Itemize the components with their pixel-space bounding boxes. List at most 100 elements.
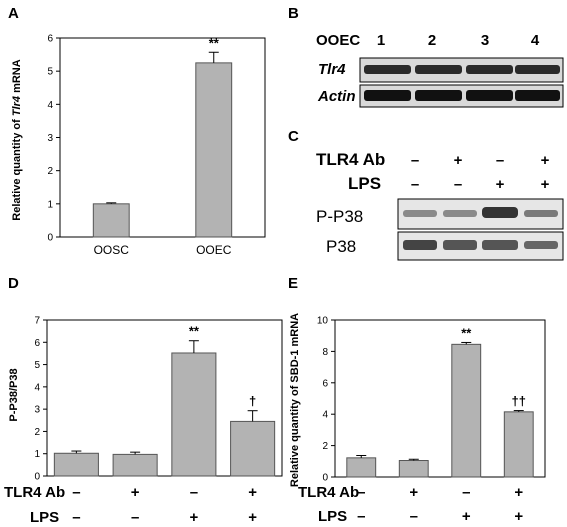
panel-e-signs: – + – + – – + + xyxy=(357,484,523,525)
blot-band xyxy=(364,65,411,74)
panel-c-sign: – xyxy=(411,176,419,193)
significance-label: † xyxy=(249,394,256,409)
significance-label: †† xyxy=(512,394,526,409)
panel-c-treatment-lps: LPS xyxy=(348,174,381,193)
panel-b-blot-tlr4 xyxy=(359,57,564,83)
treatment-sign: + xyxy=(514,508,523,525)
panel-c-blot-pp38 xyxy=(397,198,564,230)
panel-e-ylabel: Relative quantity of SBD-1 mRNA xyxy=(289,313,301,487)
treatment-sign: + xyxy=(248,484,257,501)
panel-b-lane-3: 3 xyxy=(481,32,489,49)
bar xyxy=(171,352,217,477)
panel-e-treatment-lps: LPS xyxy=(318,508,347,525)
panel-d-letter: D xyxy=(8,275,19,292)
panel-a-ylabel: Relative quantity of Tlr4 mRNA xyxy=(11,59,23,220)
blot-band xyxy=(364,90,411,101)
treatment-sign: + xyxy=(409,484,418,501)
bar xyxy=(398,460,429,478)
blot-band xyxy=(524,241,558,249)
y-tick-label: 2 xyxy=(47,166,53,177)
y-tick-label: 2 xyxy=(322,441,328,452)
plot-frame xyxy=(59,37,266,238)
panel-d-ylabel: P-P38/P38 xyxy=(8,368,20,421)
treatment-sign: – xyxy=(462,484,470,501)
treatment-sign: – xyxy=(72,484,80,501)
y-tick-label: 4 xyxy=(47,100,53,111)
blot-band xyxy=(466,90,513,101)
treatment-sign: + xyxy=(514,484,523,501)
y-tick-label: 4 xyxy=(322,410,328,421)
treatment-sign: – xyxy=(357,484,365,501)
panel-b-lane-1: 1 xyxy=(377,32,385,49)
y-tick-label: 10 xyxy=(317,316,329,327)
blot-band xyxy=(403,240,437,250)
blot-band xyxy=(443,240,477,250)
blot-band xyxy=(415,65,462,74)
y-tick-label: 5 xyxy=(34,360,40,371)
y-tick-label: 1 xyxy=(47,199,53,210)
x-category-label: OOSC xyxy=(94,243,130,257)
y-tick-label: 5 xyxy=(47,67,53,78)
bar xyxy=(53,452,99,477)
panel-e-treatment-tlr4: TLR4 Ab xyxy=(298,484,359,501)
treatment-sign: – xyxy=(357,508,365,525)
panel-a-letter: A xyxy=(8,5,19,22)
x-category-label: OOEC xyxy=(196,243,232,257)
panel-c-letter: C xyxy=(288,128,299,145)
panel-c-sign: + xyxy=(454,152,463,169)
bar xyxy=(503,411,534,478)
y-tick-label: 2 xyxy=(34,427,40,438)
panel-c-sign: – xyxy=(454,176,462,193)
plot-frame xyxy=(46,319,283,477)
bar xyxy=(92,203,130,238)
blot-band xyxy=(415,90,462,101)
panel-c-sign: – xyxy=(496,152,504,169)
y-tick-label: 8 xyxy=(322,347,328,358)
panel-c-sign: + xyxy=(541,152,550,169)
panel-b-row-tlr4: Tlr4 xyxy=(318,61,346,78)
treatment-sign: + xyxy=(248,509,257,526)
bar xyxy=(195,62,233,238)
treatment-sign: + xyxy=(189,509,198,526)
panel-b-lane-4: 4 xyxy=(531,32,540,49)
treatment-sign: – xyxy=(190,484,198,501)
y-tick-label: 6 xyxy=(34,338,40,349)
y-tick-label: 0 xyxy=(47,233,53,244)
panel-e-letter: E xyxy=(288,275,298,292)
y-tick-label: 7 xyxy=(34,316,40,327)
bar xyxy=(230,420,276,477)
panel-d-signs: – + – + – – + + xyxy=(72,484,257,526)
y-tick-label: 1 xyxy=(34,449,40,460)
significance-label: ** xyxy=(209,35,220,50)
blot-band xyxy=(482,207,518,218)
blot-band xyxy=(482,240,518,250)
plot-frame xyxy=(334,319,546,478)
y-tick-label: 3 xyxy=(47,133,53,144)
bar xyxy=(112,453,158,477)
significance-label: ** xyxy=(461,325,472,340)
treatment-sign: – xyxy=(72,509,80,526)
blot-band xyxy=(515,90,560,101)
panel-c-treatment-tlr4: TLR4 Ab xyxy=(316,150,385,169)
treatment-sign: – xyxy=(410,508,418,525)
blot-band xyxy=(515,65,560,74)
panel-c-sign: – xyxy=(411,152,419,169)
y-tick-label: 0 xyxy=(322,473,328,484)
panel-b-blot-actin xyxy=(359,84,564,108)
panel-b-row-actin: Actin xyxy=(317,88,356,105)
y-tick-label: 6 xyxy=(47,34,53,45)
treatment-sign: + xyxy=(462,508,471,525)
panel-a-chart: 0 1 2 3 4 5 6 OOSC ** OOEC xyxy=(47,34,266,257)
bar xyxy=(346,457,377,478)
panel-b-header-label: OOEC xyxy=(316,32,360,49)
panel-e-chart: 0 2 4 6 8 10 ** †† xyxy=(317,316,546,484)
panel-c-sign: + xyxy=(496,176,505,193)
panel-d-treatment-tlr4: TLR4 Ab xyxy=(4,484,65,501)
blot-band xyxy=(524,210,558,217)
panel-c-sign: + xyxy=(541,176,550,193)
panel-b-letter: B xyxy=(288,5,299,22)
panel-c-row-p38: P38 xyxy=(326,237,356,256)
y-tick-label: 0 xyxy=(34,472,40,483)
y-tick-label: 6 xyxy=(322,378,328,389)
